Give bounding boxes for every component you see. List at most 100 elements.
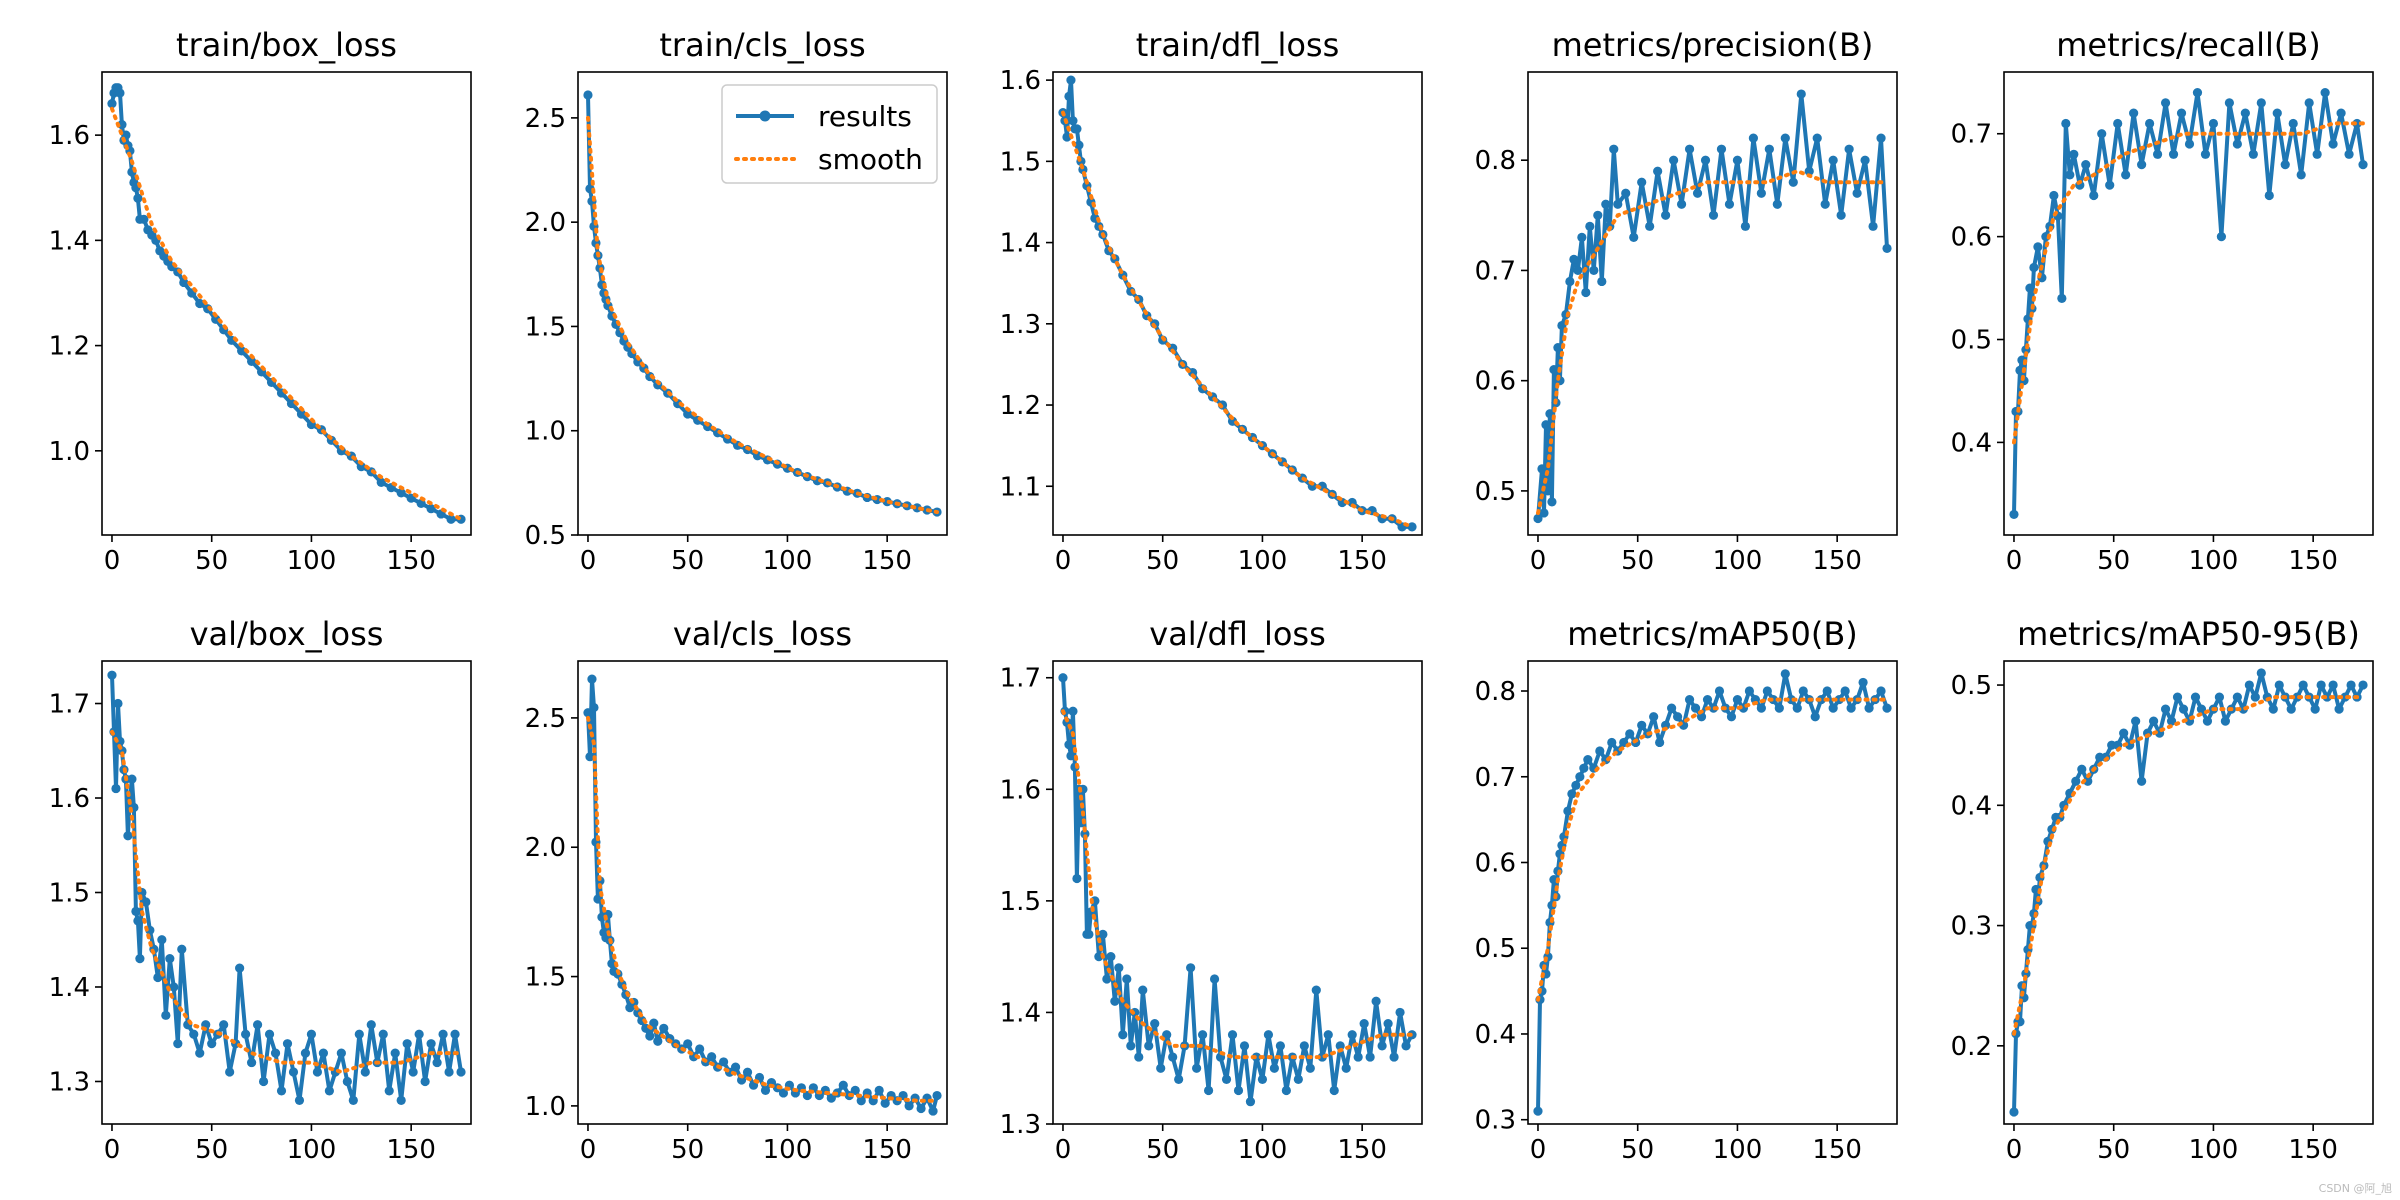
results-point: [237, 346, 247, 356]
results-point: [2057, 293, 2067, 303]
results-point: [2224, 98, 2234, 108]
results-point: [157, 935, 167, 945]
results-point: [235, 963, 245, 973]
axes-frame: [1527, 71, 1898, 536]
results-point: [589, 702, 599, 713]
x-tick-label: 100: [2189, 1135, 2239, 1165]
plot-area: [1058, 75, 1417, 532]
x-tick-label: 50: [2097, 546, 2130, 576]
results-point: [1732, 694, 1743, 705]
results-point: [1571, 780, 1581, 790]
results-point: [1621, 188, 1631, 198]
x-tick-label: 0: [580, 1135, 597, 1165]
results-point: [1347, 1030, 1357, 1040]
results-point: [2105, 180, 2115, 190]
results-point: [1724, 199, 1735, 209]
y-tick-label: 1.0: [525, 417, 566, 447]
y-tick-label: 1.5: [525, 963, 566, 993]
results-point: [133, 916, 143, 926]
subplot-title: val/box_loss: [190, 615, 384, 653]
results-point: [113, 698, 123, 709]
results-point: [1780, 133, 1790, 143]
y-tick-label: 0.3: [1951, 912, 1992, 942]
smooth-series-line: [1536, 697, 1889, 1002]
smooth-series-line: [110, 729, 463, 1075]
results-point: [1281, 1085, 1291, 1096]
results-point: [2009, 509, 2019, 520]
results-point: [1311, 985, 1321, 995]
results-point: [195, 1048, 205, 1058]
x-tick-label: 50: [1146, 1135, 1179, 1165]
results-point: [1209, 974, 1220, 984]
results-point: [2240, 108, 2250, 118]
results-point: [1661, 210, 1671, 220]
y-tick-label: 2.0: [525, 833, 566, 863]
results-point: [1726, 712, 1737, 722]
results-point: [856, 1096, 866, 1106]
results-point: [1607, 737, 1617, 748]
results-point: [1609, 144, 1619, 154]
results-point: [115, 88, 125, 98]
results-point: [2264, 190, 2274, 201]
subplot-title: train/cls_loss: [659, 26, 865, 64]
x-tick-label: 100: [2189, 546, 2239, 576]
x-tick-label: 100: [1713, 546, 1763, 576]
results-point: [2250, 692, 2260, 702]
results-point: [1828, 155, 1838, 165]
results-point: [583, 90, 593, 100]
smooth-series-line: [2012, 695, 2365, 1036]
results-point: [2328, 680, 2338, 690]
axes-frame: [101, 71, 472, 536]
results-point: [1581, 287, 1591, 298]
results-point: [1407, 522, 1417, 532]
results-point: [2190, 692, 2201, 702]
results-point: [1126, 1041, 1136, 1051]
results-point: [2119, 728, 2129, 738]
x-tick-label: 50: [2097, 1135, 2130, 1165]
results-point: [1539, 508, 1549, 518]
x-tick-label: 100: [763, 1135, 813, 1165]
results-point: [1868, 221, 1878, 231]
smooth-series-line: [586, 715, 939, 1103]
results-point: [402, 1039, 412, 1049]
x-tick-label: 50: [1621, 1135, 1654, 1165]
results-point: [916, 1103, 926, 1114]
results-point: [2121, 170, 2131, 180]
y-tick-label: 0.5: [1475, 934, 1516, 964]
results-point: [2232, 692, 2242, 702]
results-point: [1567, 789, 1577, 799]
results-point: [1110, 996, 1120, 1006]
results-point: [1134, 1052, 1144, 1062]
y-tick-label: 1.4: [49, 226, 90, 256]
results-point: [1708, 210, 1719, 220]
results-point: [1114, 963, 1124, 973]
results-point: [2268, 704, 2278, 714]
results-point: [356, 462, 366, 472]
results-point: [695, 1044, 705, 1054]
results-point: [2015, 365, 2025, 375]
plot-area: [583, 674, 942, 1116]
x-tick-label: 100: [1713, 1135, 1763, 1165]
results-point: [1102, 974, 1112, 984]
results-point: [1601, 199, 1611, 209]
results-point: [1353, 1052, 1363, 1062]
results-point: [450, 1029, 460, 1039]
legend-results-label: results: [818, 100, 912, 133]
results-point: [1852, 188, 1862, 198]
y-tick-label: 0.4: [1475, 1020, 1516, 1050]
results-point: [2083, 776, 2093, 786]
legend-results-marker: [759, 110, 771, 122]
results-point: [2200, 149, 2211, 159]
results-point: [1401, 1041, 1411, 1051]
results-point: [2081, 160, 2091, 170]
results-point: [390, 1048, 400, 1058]
y-tick-label: 0.4: [1951, 428, 1992, 458]
results-point: [1203, 1085, 1214, 1096]
results-point: [1064, 91, 1074, 101]
results-point: [2192, 87, 2203, 98]
results-point: [1122, 974, 1132, 984]
results-point: [719, 1057, 729, 1067]
y-tick-label: 0.5: [1951, 671, 1992, 701]
results-point: [258, 1076, 269, 1087]
results-point: [1649, 712, 1659, 722]
